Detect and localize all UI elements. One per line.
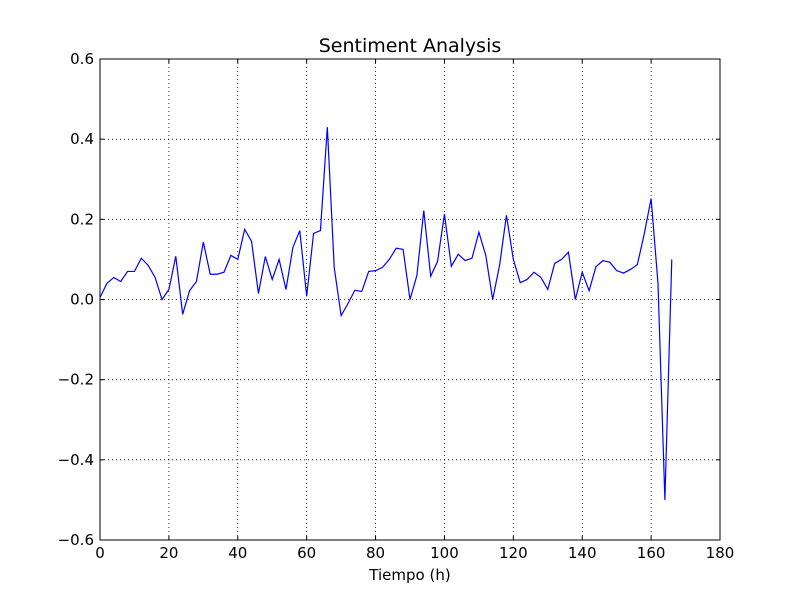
x-axis-label: Tiempo (h) bbox=[368, 566, 450, 584]
x-tick-label: 40 bbox=[228, 544, 247, 562]
x-tick-label: 120 bbox=[499, 544, 528, 562]
data-series bbox=[99, 127, 673, 500]
x-tick-label: 80 bbox=[366, 544, 385, 562]
y-tick-label: 0.4 bbox=[70, 130, 94, 148]
y-tick-labels: −0.6 −0.4 −0.2 0.0 0.2 0.4 0.6 bbox=[58, 50, 94, 549]
x-tick-labels: 0 20 40 60 80 100 120 140 160 180 bbox=[95, 544, 734, 562]
y-tick-label: −0.2 bbox=[58, 371, 94, 389]
y-tick-label: −0.6 bbox=[58, 531, 94, 549]
x-tick-label: 20 bbox=[159, 544, 178, 562]
x-tick-label: 60 bbox=[297, 544, 316, 562]
x-tick-label: 100 bbox=[430, 544, 459, 562]
grid-lines bbox=[100, 59, 720, 540]
y-tick-label: 0.0 bbox=[70, 291, 94, 309]
y-tick-label: 0.2 bbox=[70, 210, 94, 228]
axis-ticks bbox=[99, 58, 721, 541]
x-tick-label: 140 bbox=[568, 544, 597, 562]
chart-title: Sentiment Analysis bbox=[319, 35, 502, 57]
x-tick-label: 180 bbox=[706, 544, 735, 562]
x-tick-label: 160 bbox=[637, 544, 666, 562]
x-tick-label: 0 bbox=[95, 544, 105, 562]
y-tick-label: 0.6 bbox=[70, 50, 94, 68]
y-tick-label: −0.4 bbox=[58, 451, 94, 469]
series-line bbox=[99, 127, 673, 500]
